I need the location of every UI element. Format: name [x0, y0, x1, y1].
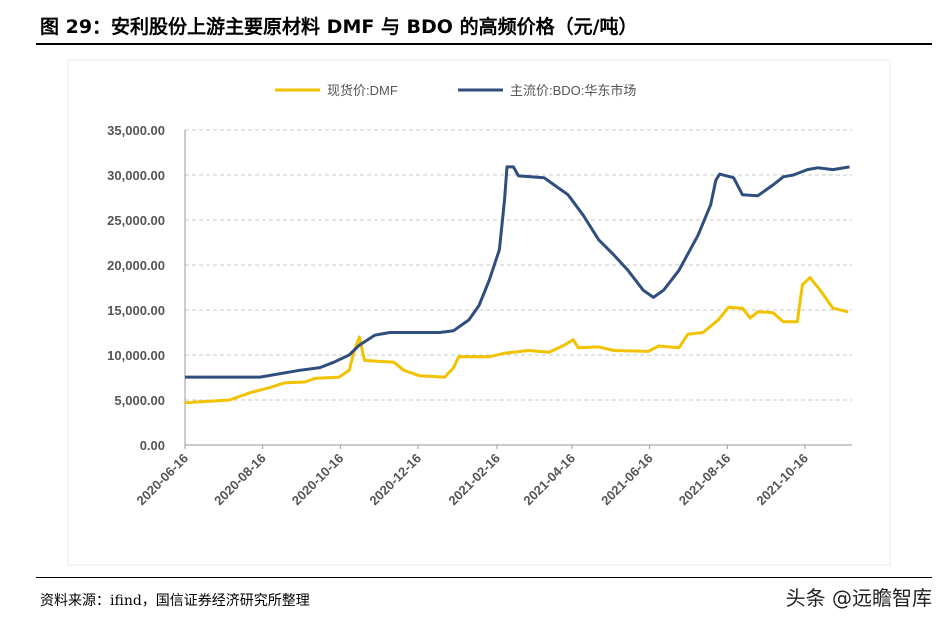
legend-label: 主流价:BDO:华东市场: [510, 83, 636, 98]
y-tick-label: 0.00: [140, 438, 165, 453]
x-tick-label: 2021-04-16: [520, 451, 578, 509]
x-tick-label: 2020-12-16: [366, 451, 424, 509]
y-tick-label: 25,000.00: [107, 213, 165, 228]
chart-frame: [67, 59, 891, 566]
x-tick-label: 2021-08-16: [676, 451, 734, 509]
y-tick-label: 10,000.00: [107, 348, 165, 363]
x-tick-label: 2021-06-16: [598, 451, 656, 509]
y-tick-label: 20,000.00: [107, 258, 165, 273]
x-tick-label: 2020-08-16: [211, 451, 269, 509]
y-tick-label: 35,000.00: [107, 123, 165, 138]
series-line-bdo: [185, 165, 850, 379]
source-note: 资料来源：ifind，国信证券经济研究所整理: [40, 593, 310, 609]
legend-label: 现货价:DMF: [327, 83, 398, 98]
x-tick-label: 2021-10-16: [753, 451, 811, 509]
title-rule: [36, 43, 932, 45]
footer-rule: [36, 577, 932, 578]
x-tick-label: 2020-10-16: [289, 451, 347, 509]
legend: 现货价:DMF 主流价:BDO:华东市场: [275, 83, 636, 98]
y-tick-label: 30,000.00: [107, 168, 165, 183]
x-tick-label: 2020-06-16: [133, 451, 191, 509]
figure-title: 图 29：安利股份上游主要原材料 DMF 与 BDO 的高频价格（元/吨）: [40, 16, 638, 38]
y-tick-label: 5,000.00: [114, 393, 165, 408]
series-line-dmf: [184, 276, 849, 405]
watermark: 头条 @远瞻智库: [785, 586, 932, 610]
y-tick-label: 15,000.00: [107, 303, 165, 318]
x-tick-label: 2021-02-16: [445, 451, 503, 509]
